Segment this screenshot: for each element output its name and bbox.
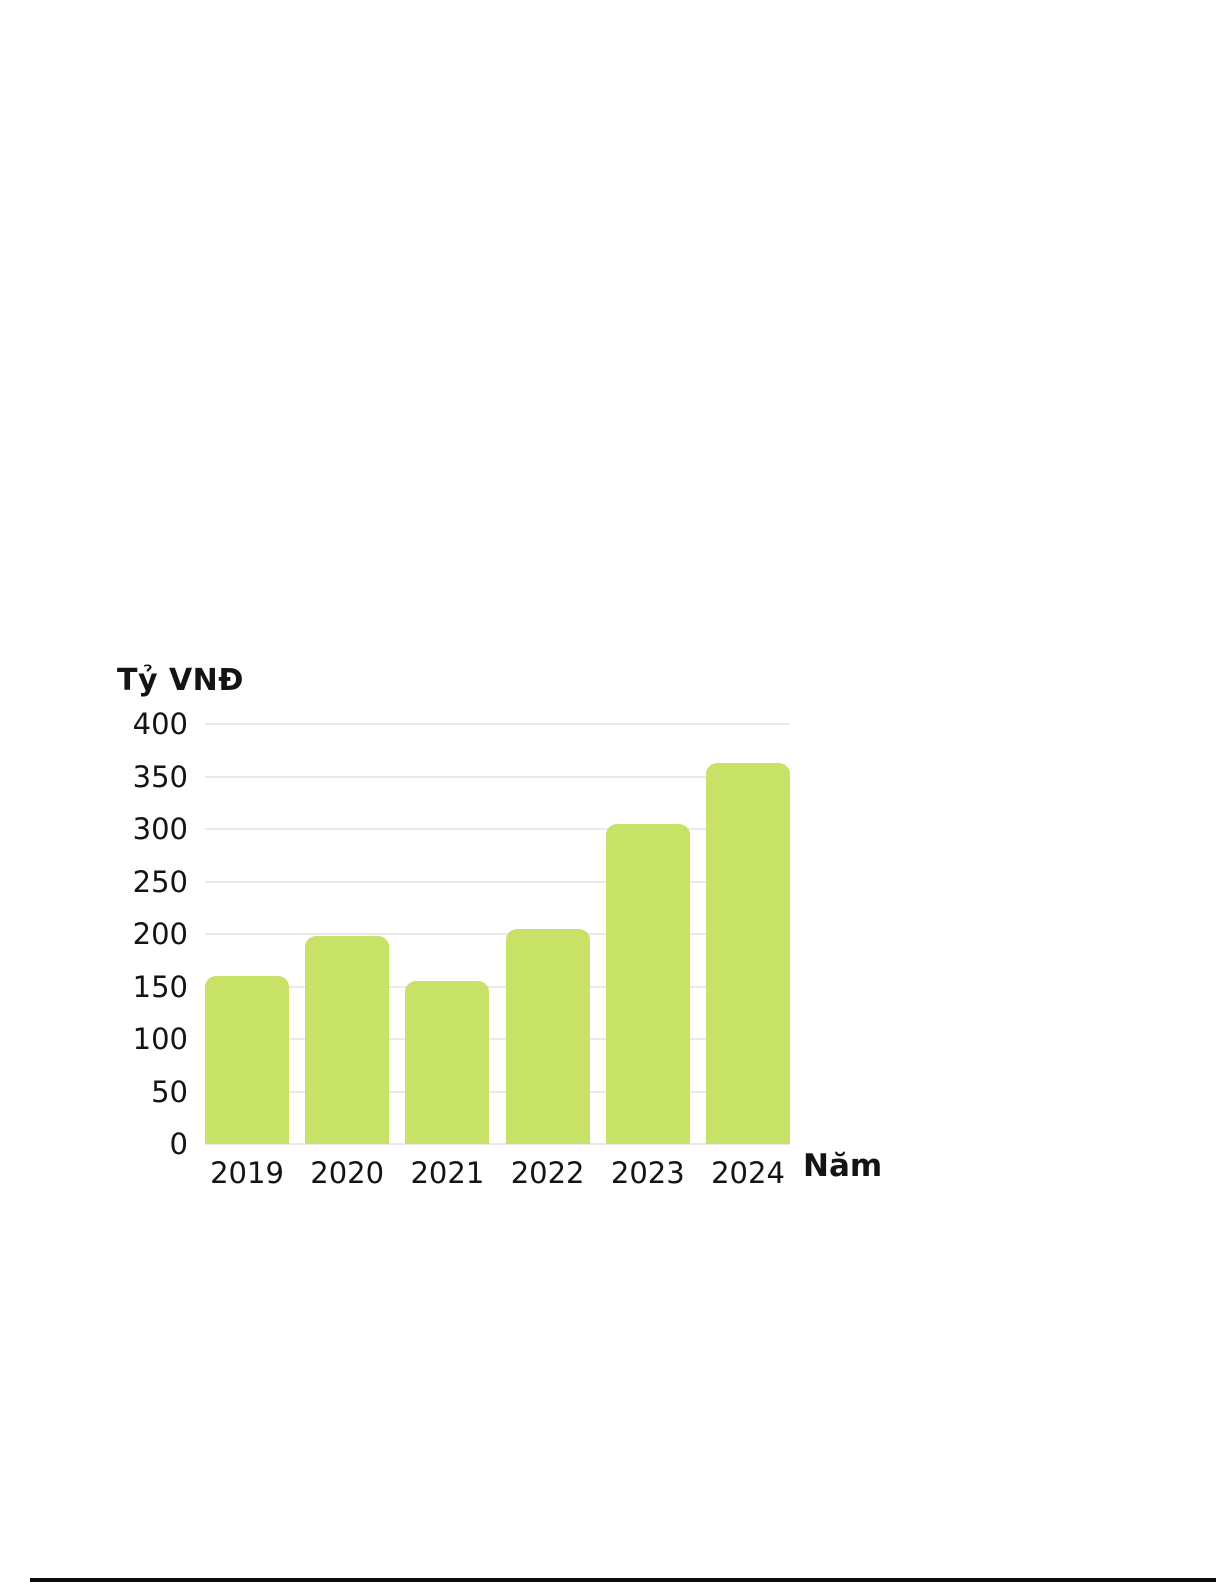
- bar-2021: [405, 981, 490, 1144]
- x-tick-label-2023: 2023: [610, 1156, 685, 1190]
- gridline-y-150: [205, 985, 790, 988]
- y-tick-label-150: 150: [132, 969, 188, 1004]
- bar-2024: [706, 762, 790, 1144]
- y-tick-label-400: 400: [132, 707, 188, 741]
- x-tick-label-2021: 2021: [410, 1156, 485, 1190]
- gridline-y-350: [205, 775, 790, 778]
- gridline-y-250: [205, 880, 790, 883]
- bar-2022: [505, 928, 590, 1144]
- x-axis-title: Năm: [803, 1148, 883, 1184]
- bar-2023: [605, 823, 690, 1144]
- y-tick-label-250: 250: [132, 864, 188, 899]
- gridline-y-300: [205, 828, 790, 830]
- gridline-y-50: [205, 1090, 790, 1093]
- y-tick-label-300: 300: [132, 812, 188, 846]
- y-tick-label-0: 0: [169, 1127, 188, 1161]
- y-axis-title: Tỷ VNĐ: [117, 663, 244, 698]
- y-axis-tick-labels: 0 50 100 150 200 250 300 350 400: [0, 707, 188, 1161]
- x-axis-tick-labels: 2019 2020 2021 2022 2023 2024: [205, 1156, 790, 1196]
- y-tick-label-200: 200: [132, 917, 188, 951]
- gridline-y-400: [205, 723, 790, 725]
- bar-2019: [205, 976, 289, 1144]
- gridline-y-100: [205, 1038, 790, 1040]
- y-tick-label-350: 350: [132, 759, 188, 794]
- plot-area: [205, 723, 790, 1145]
- bar-2020: [305, 936, 390, 1144]
- y-tick-label-100: 100: [132, 1022, 188, 1056]
- x-tick-label-2020: 2020: [310, 1156, 385, 1190]
- gridline-y-0: [205, 1143, 790, 1145]
- x-tick-label-2024: 2024: [711, 1156, 785, 1190]
- bottom-border-line: [30, 1578, 1216, 1582]
- x-tick-label-2022: 2022: [510, 1156, 585, 1190]
- gridline-y-200: [205, 933, 790, 935]
- y-tick-label-50: 50: [151, 1074, 188, 1109]
- x-tick-label-2019: 2019: [210, 1156, 284, 1190]
